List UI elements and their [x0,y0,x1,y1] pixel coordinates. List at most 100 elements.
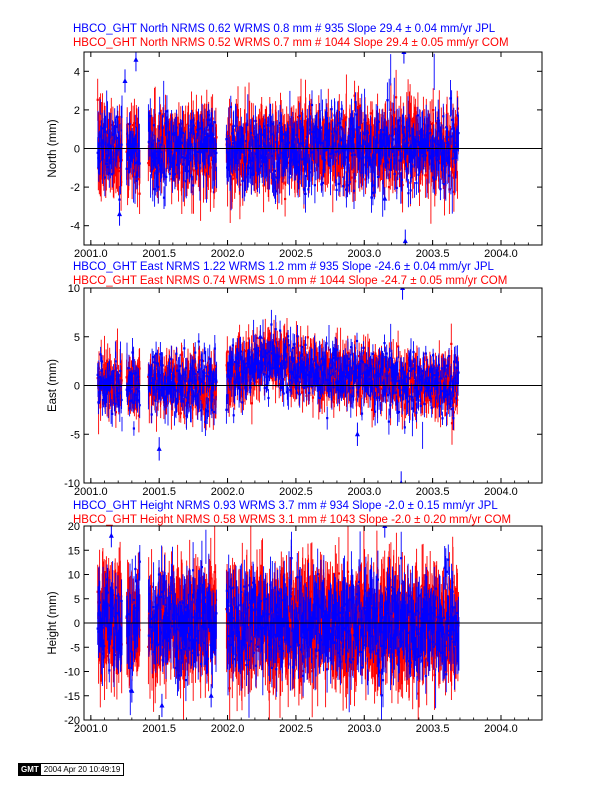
data-point-jpl [416,390,419,393]
data-point-jpl [200,359,203,362]
data-point-jpl [367,382,370,385]
data-point-jpl [436,143,439,146]
data-point-jpl [371,191,374,194]
data-point-jpl [240,138,243,141]
data-point-jpl [238,385,241,388]
data-point-com [107,372,110,375]
data-point-com [120,379,123,382]
data-point-jpl [185,414,188,417]
data-point-jpl [392,637,395,640]
data-point-jpl [345,156,348,159]
data-point-jpl [455,141,458,144]
data-point-jpl [160,590,163,594]
data-point-com [350,617,353,620]
data-point-jpl [115,148,118,151]
data-point-jpl [394,373,397,376]
data-point-com [278,382,281,386]
data-point-jpl [368,150,372,153]
data-point-jpl [127,366,130,370]
data-point-jpl [119,653,122,656]
data-point-com [125,376,128,379]
data-point-com [187,626,190,629]
data-point-jpl [324,378,327,381]
data-point-jpl [99,353,102,356]
data-point-jpl [312,150,315,153]
data-point-com [347,167,350,170]
data-point-com [433,673,436,677]
data-point-jpl [330,366,333,369]
data-point-jpl [290,381,293,384]
outlier-point [122,77,128,83]
data-point-com [426,158,429,161]
data-point-jpl [301,636,304,639]
data-point-jpl [394,128,397,131]
data-point-jpl [276,169,279,172]
data-point-jpl [378,355,381,358]
data-point-jpl [250,159,253,162]
data-point-jpl [170,133,174,136]
data-point-com [391,165,394,168]
data-point-com [256,336,259,340]
data-point-jpl [254,354,257,357]
data-point-jpl [156,362,159,365]
data-point-jpl [100,127,104,130]
data-point-jpl [98,590,101,593]
data-point-com [344,372,347,375]
data-point-jpl [438,144,441,147]
data-point-jpl [280,645,283,648]
data-point-jpl [395,146,398,149]
data-point-jpl [129,148,132,151]
data-point-jpl [294,627,297,630]
data-point-jpl [189,148,192,151]
data-point-jpl [298,393,301,396]
data-point-jpl [287,136,290,139]
data-point-jpl [242,625,245,628]
data-point-jpl [321,595,324,598]
data-point-jpl [412,617,415,620]
data-point-jpl [335,348,338,351]
data-point-jpl [176,163,179,166]
data-point-jpl [246,176,249,179]
data-point-jpl [447,151,450,154]
data-point-jpl [413,639,416,642]
data-point-jpl [365,607,369,610]
data-point-com [267,335,270,339]
data-point-jpl [259,626,262,630]
data-point-com [227,623,230,626]
data-point-jpl [437,119,440,122]
data-point-jpl [256,368,259,371]
data-point-jpl [402,138,405,141]
data-point-jpl [441,158,444,161]
data-point-jpl [160,631,163,634]
x-tick-label: 2001.0 [74,723,108,735]
data-point-jpl [415,411,418,414]
data-point-jpl [455,367,459,370]
data-point-com [423,371,426,374]
data-point-com [415,364,418,368]
data-point-jpl [325,342,328,345]
data-point-jpl [196,400,199,403]
data-point-com [318,394,321,397]
data-point-jpl [359,144,362,147]
data-point-com [160,134,163,137]
data-point-jpl [173,133,176,137]
data-point-jpl [237,138,240,141]
data-point-jpl [439,612,442,615]
data-point-jpl [96,151,99,154]
data-point-jpl [374,156,377,159]
data-point-jpl [198,582,201,585]
data-point-jpl [169,154,172,157]
data-point-jpl [390,362,393,365]
data-point-jpl [244,593,247,596]
data-point-com [282,338,285,341]
data-point-jpl [398,159,401,162]
data-point-jpl [286,390,289,394]
data-point-jpl [425,139,428,142]
data-point-jpl [293,646,296,649]
data-point-jpl [171,385,174,389]
data-point-com [255,380,258,383]
data-point-jpl [405,135,409,138]
data-point-com [441,371,444,374]
data-point-jpl [448,402,451,406]
data-point-jpl [297,174,300,178]
